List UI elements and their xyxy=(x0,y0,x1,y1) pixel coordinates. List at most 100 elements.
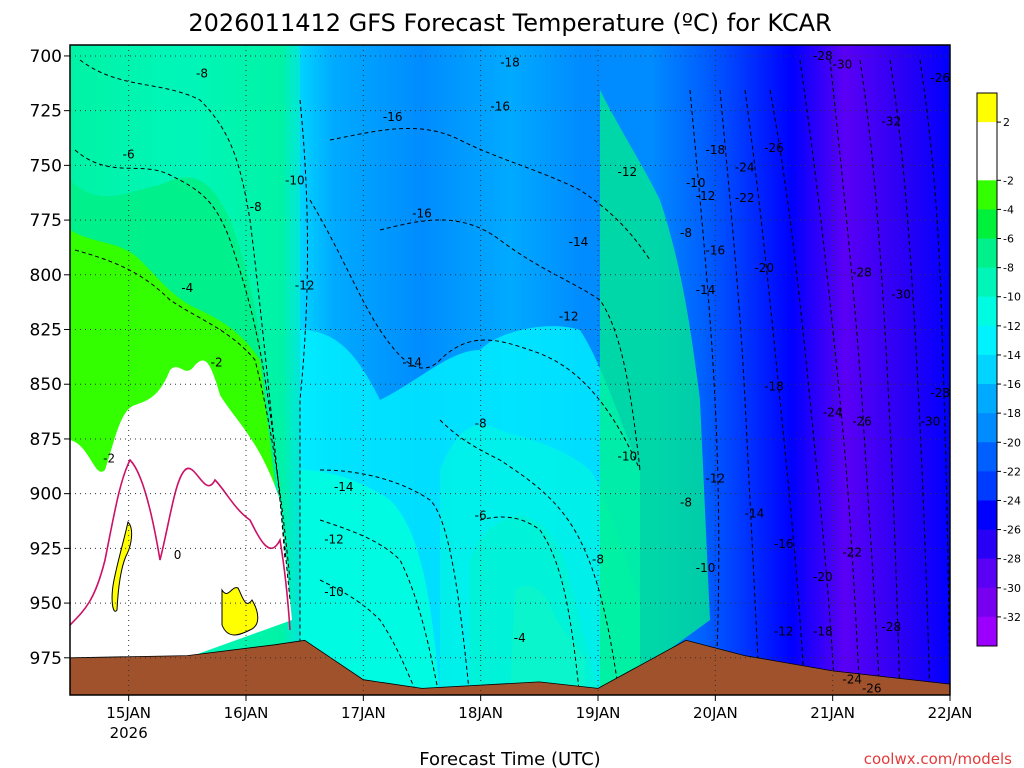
colorbar-tick-label: -20 xyxy=(1003,436,1021,449)
contour-label: -14 xyxy=(402,355,422,369)
colorbar-swatch xyxy=(977,93,997,123)
y-tick-label: 700 xyxy=(30,47,62,67)
x-axis: 15JAN 2026 16JAN 17JAN 18JAN 19JAN 20JAN 21JAN 2… xyxy=(106,695,972,742)
band-warm-2 xyxy=(221,587,259,636)
contour-label: -32 xyxy=(882,115,902,129)
y-tick-label: 725 xyxy=(30,102,62,122)
contour-label: -26 xyxy=(852,414,872,428)
contour-label: -18 xyxy=(813,625,833,639)
x-tick-label: 21JAN xyxy=(810,704,855,722)
contour-label: -12 xyxy=(295,279,315,293)
contour-label: -28 xyxy=(930,386,950,400)
grid-lines xyxy=(70,45,950,695)
colorbar-tick-label: -10 xyxy=(1003,291,1021,304)
contour-label: -4 xyxy=(181,281,193,295)
colorbar-tick-label: -22 xyxy=(1003,465,1021,478)
y-tick-label: 850 xyxy=(30,375,62,395)
x-tick-label: 15JAN xyxy=(106,704,151,722)
colorbar-tick-label: -16 xyxy=(1003,378,1021,391)
band-right-green xyxy=(600,90,710,695)
contour-label: -12 xyxy=(618,165,638,179)
contour-labels: -8-6-4-2-20-8-10-12-16-16-18-16-14-14-12… xyxy=(103,49,950,695)
contour-label: -12 xyxy=(324,533,344,547)
band-warm-1 xyxy=(111,521,133,612)
colorbar-tick-label: -18 xyxy=(1003,407,1021,420)
contour-label: -2 xyxy=(103,452,115,466)
colorbar-tick-label: -26 xyxy=(1003,524,1021,537)
contour-label: -14 xyxy=(334,480,354,494)
y-tick-label: 900 xyxy=(30,485,62,505)
contour-label: -16 xyxy=(412,207,432,221)
x-tick-label: 17JAN xyxy=(341,704,386,722)
colorbar-swatch xyxy=(977,151,997,181)
contour-label: -16 xyxy=(383,110,403,124)
contour-label: -8 xyxy=(592,552,604,566)
contour-label: 0 xyxy=(174,548,182,562)
contour-label: -16 xyxy=(706,244,726,258)
contour-label: -24 xyxy=(842,673,862,687)
colorbar-swatch xyxy=(977,558,997,589)
contour-label: -4 xyxy=(514,631,526,645)
colorbar-swatch xyxy=(977,325,997,356)
x-axis-label: Forecast Time (UTC) xyxy=(419,749,600,768)
colorbar-frame xyxy=(976,92,998,647)
colorbar-tick-label: -4 xyxy=(1003,203,1014,216)
colorbar-swatch xyxy=(977,616,997,647)
y-tick-label: 975 xyxy=(30,649,62,669)
contour-label: -14 xyxy=(696,283,716,297)
contour-label: -12 xyxy=(706,471,726,485)
contour-label: -8 xyxy=(250,200,262,214)
contour-label: -30 xyxy=(891,287,911,301)
plot-frame xyxy=(69,44,951,696)
band-teal-low xyxy=(300,470,440,695)
colorbar-swatch xyxy=(977,587,997,618)
colorbar-swatch xyxy=(977,471,997,501)
colorbar-tick-label: 2 xyxy=(1003,116,1010,129)
colorbar-tick-label: -8 xyxy=(1003,262,1014,275)
y-tick-label: 775 xyxy=(30,211,62,231)
contour-label: -24 xyxy=(823,406,843,420)
chart-title: 2026011412 GFS Forecast Temperature (ºC)… xyxy=(188,9,831,37)
y-tick-label: 875 xyxy=(30,430,62,450)
colorbar-tick-label: -2 xyxy=(1003,174,1014,187)
colorbar-swatch xyxy=(977,500,997,531)
x-tick-label: 22JAN xyxy=(928,704,973,722)
contour-label: -14 xyxy=(569,235,589,249)
plot-area: -8-6-4-2-20-8-10-12-16-16-18-16-14-14-12… xyxy=(70,45,950,695)
contour-label: -14 xyxy=(745,506,765,520)
y-axis: 700 725 750 775 800 825 850 875 900 925 950 975 xyxy=(30,47,70,669)
contour-label: -28 xyxy=(852,266,872,280)
contour-label: -8 xyxy=(196,66,208,80)
colorbar-swatch xyxy=(977,529,997,560)
y-tick-label: 925 xyxy=(30,539,62,559)
colorbar-swatch xyxy=(977,384,997,414)
colorbar-swatch xyxy=(977,267,997,298)
contour-label: -22 xyxy=(842,546,862,560)
x-tick-label: 20JAN xyxy=(693,704,738,722)
colorbar-tick-label: -24 xyxy=(1003,494,1021,507)
colorbar-swatch xyxy=(977,354,997,385)
contour-label: -24 xyxy=(735,161,755,175)
contour-label: -8 xyxy=(680,495,692,509)
colorbar-swatch xyxy=(977,209,997,240)
contour-label: -28 xyxy=(882,620,902,634)
y-tick-label: 950 xyxy=(30,594,62,614)
freezing-line xyxy=(70,458,291,631)
contour-label: -26 xyxy=(862,681,882,695)
contour-label: -6 xyxy=(123,147,135,161)
contour-label: -8 xyxy=(475,417,487,431)
contour-label: -26 xyxy=(764,141,784,155)
contour-label: -20 xyxy=(813,570,833,584)
contour-label: -26 xyxy=(930,71,950,85)
contour-label: -12 xyxy=(559,309,579,323)
x-tick-label: 16JAN xyxy=(224,704,269,722)
contour-label: -2 xyxy=(211,355,223,369)
colorbar-tick-label: -30 xyxy=(1003,582,1021,595)
contour-label: -8 xyxy=(680,226,692,240)
contour-lines xyxy=(74,59,950,695)
y-tick-label: 825 xyxy=(30,321,62,341)
y-tick-label: 800 xyxy=(30,266,62,286)
credit-text: coolwx.com/models xyxy=(864,750,1012,768)
terrain-surface xyxy=(70,639,950,695)
